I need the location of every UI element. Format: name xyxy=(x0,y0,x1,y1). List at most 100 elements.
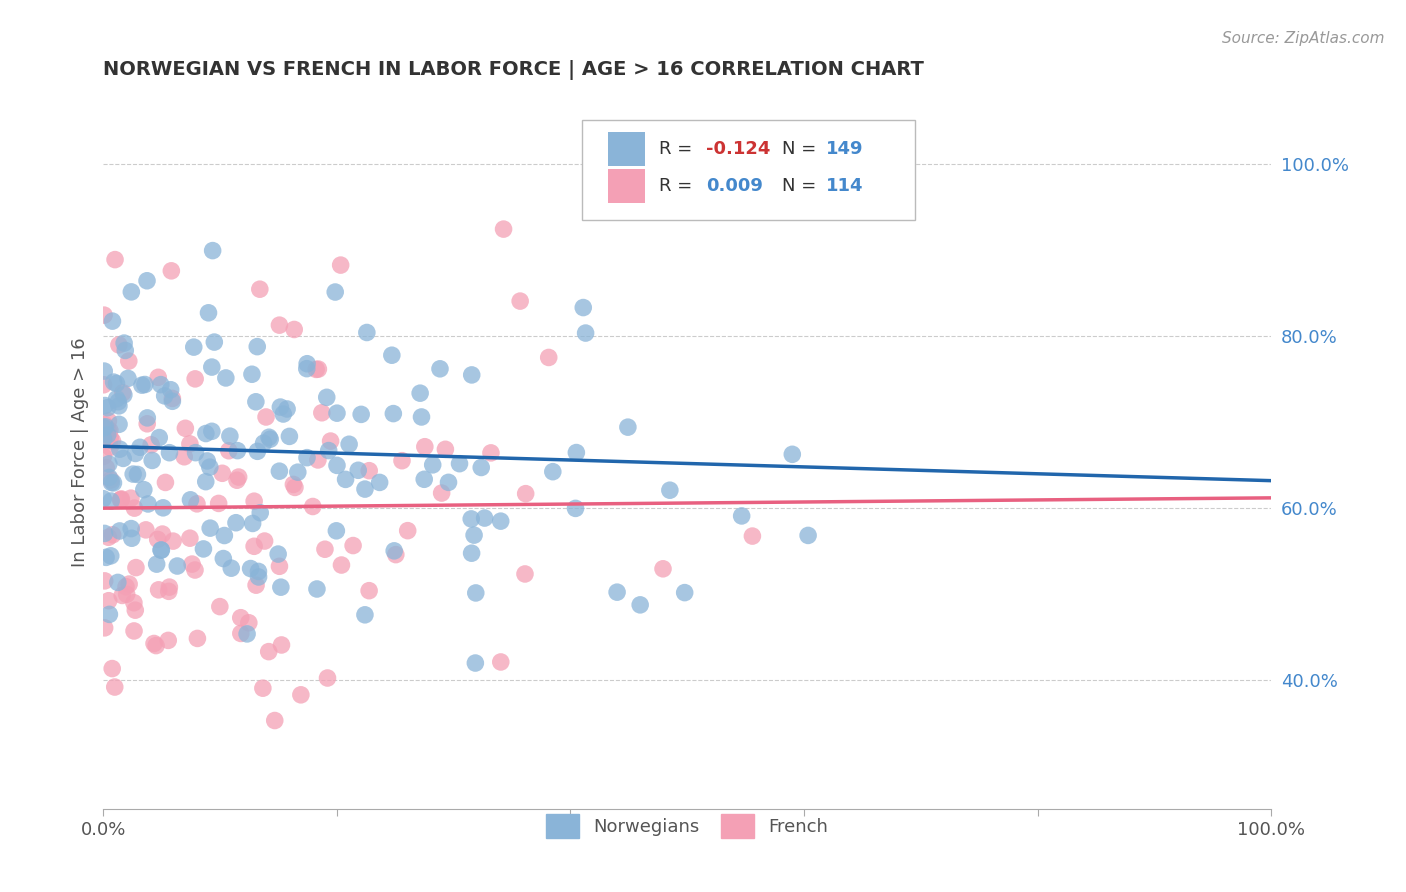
Point xyxy=(269,559,291,574)
Point xyxy=(197,306,219,320)
Point xyxy=(326,458,349,473)
Point xyxy=(219,561,242,575)
Point xyxy=(105,376,128,391)
Point xyxy=(267,547,290,561)
Point xyxy=(129,440,152,454)
Point xyxy=(98,470,121,484)
Point xyxy=(257,645,280,659)
Point xyxy=(381,348,404,362)
Point xyxy=(117,371,139,385)
Point xyxy=(104,252,127,267)
Point xyxy=(316,671,339,685)
Point xyxy=(211,467,233,481)
Point xyxy=(208,496,231,510)
Legend: Norwegians, French: Norwegians, French xyxy=(541,809,834,843)
Point xyxy=(382,407,405,421)
Point xyxy=(249,282,271,296)
Point xyxy=(179,531,201,545)
Point xyxy=(93,420,115,434)
Text: Source: ZipAtlas.com: Source: ZipAtlas.com xyxy=(1222,31,1385,46)
Y-axis label: In Labor Force | Age > 16: In Labor Force | Age > 16 xyxy=(72,337,89,567)
Point xyxy=(246,340,269,354)
Point xyxy=(269,318,291,333)
Point xyxy=(118,577,141,591)
Text: -0.124: -0.124 xyxy=(706,140,770,158)
Point xyxy=(263,714,285,728)
Point xyxy=(194,475,217,489)
Point xyxy=(120,491,142,506)
Text: 149: 149 xyxy=(827,140,863,158)
Point xyxy=(108,338,131,352)
Point xyxy=(254,409,277,424)
Point xyxy=(122,467,145,481)
Point xyxy=(112,451,135,466)
Point xyxy=(673,585,696,599)
Point xyxy=(135,523,157,537)
Point xyxy=(283,322,305,336)
Point xyxy=(541,465,564,479)
Point xyxy=(284,480,307,494)
Point xyxy=(202,334,225,349)
Point xyxy=(108,442,131,457)
Point xyxy=(350,408,373,422)
Text: NORWEGIAN VS FRENCH IN LABOR FORCE | AGE > 16 CORRELATION CHART: NORWEGIAN VS FRENCH IN LABOR FORCE | AGE… xyxy=(103,60,924,79)
Point xyxy=(515,486,537,500)
Point xyxy=(159,383,181,397)
Point xyxy=(159,446,181,460)
Point xyxy=(319,434,342,448)
Point xyxy=(103,475,125,490)
Point xyxy=(652,562,675,576)
Point xyxy=(215,371,238,385)
Point xyxy=(105,392,128,406)
Point xyxy=(314,542,336,557)
Point xyxy=(110,492,132,507)
Point xyxy=(111,589,134,603)
Point xyxy=(101,662,124,676)
Point xyxy=(214,528,236,542)
Point xyxy=(242,516,264,531)
Point xyxy=(460,546,482,560)
Point xyxy=(155,475,177,490)
Point xyxy=(93,450,115,464)
Point xyxy=(153,389,176,403)
Point xyxy=(124,446,146,460)
Point xyxy=(411,409,433,424)
Point xyxy=(201,244,224,258)
Point xyxy=(141,453,163,467)
Point xyxy=(329,258,352,272)
Text: R =: R = xyxy=(659,178,699,195)
Point xyxy=(628,598,651,612)
Point xyxy=(606,585,628,599)
Point xyxy=(124,501,146,516)
Point xyxy=(359,583,381,598)
Point xyxy=(179,437,201,451)
Point xyxy=(110,492,132,507)
Point xyxy=(252,436,274,450)
Point xyxy=(236,627,259,641)
Point xyxy=(259,432,281,446)
Point xyxy=(97,530,120,544)
Point xyxy=(253,534,276,549)
Point xyxy=(108,417,131,432)
Point xyxy=(283,477,305,491)
Point xyxy=(337,437,360,451)
Point xyxy=(464,656,486,670)
Point xyxy=(489,514,512,528)
Point xyxy=(108,524,131,538)
Point xyxy=(247,570,270,584)
Point xyxy=(101,528,124,542)
Point xyxy=(226,473,249,487)
Text: N =: N = xyxy=(782,178,821,195)
Point xyxy=(100,475,122,490)
Point xyxy=(183,340,205,354)
Point xyxy=(575,326,598,340)
Point xyxy=(429,361,451,376)
Point xyxy=(96,460,118,475)
Point xyxy=(146,533,169,547)
Point xyxy=(114,343,136,358)
Point xyxy=(229,626,252,640)
Point xyxy=(104,680,127,694)
Point xyxy=(243,539,266,553)
Point xyxy=(136,417,159,431)
Point xyxy=(413,472,436,486)
